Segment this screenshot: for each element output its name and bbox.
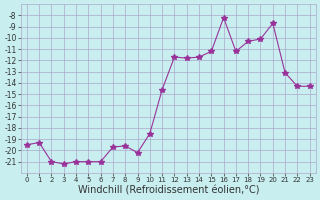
X-axis label: Windchill (Refroidissement éolien,°C): Windchill (Refroidissement éolien,°C) bbox=[77, 186, 259, 196]
